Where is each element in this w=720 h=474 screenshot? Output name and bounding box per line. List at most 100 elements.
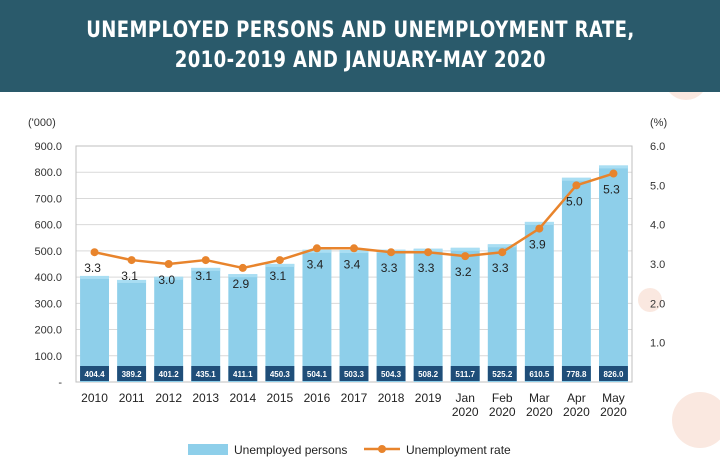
bar	[376, 249, 406, 382]
value-cell	[302, 366, 332, 381]
left-tick-label: -	[58, 377, 62, 389]
value-cell	[265, 366, 295, 381]
rate-value-label: 3.2	[455, 265, 472, 279]
x-tick-label: 2020	[600, 405, 627, 419]
x-tick-label: Mar	[529, 391, 550, 405]
x-tick-label: 2013	[192, 391, 219, 405]
legend: Unemployed persons Unemployment rate	[188, 443, 511, 457]
x-tick-label: 2020	[489, 405, 516, 419]
bar	[413, 248, 443, 382]
bar-top	[487, 244, 517, 248]
legend-line-label: Unemployment rate	[406, 443, 511, 457]
bar-value-label: 508.2	[418, 370, 439, 379]
bar-top	[191, 267, 221, 271]
bar	[265, 263, 295, 382]
rate-value-label: 3.4	[344, 257, 361, 271]
rate-value-label: 2.9	[232, 277, 249, 291]
right-tick-label: 3.0	[650, 259, 665, 271]
legend-bar-swatch	[188, 444, 228, 455]
value-strip: 404.4 389.2 401.2 435.1 411.1 450.3 504.1 503.3…	[80, 366, 628, 381]
x-tick-label: May	[602, 391, 625, 405]
value-cell	[376, 366, 406, 381]
bar	[450, 247, 480, 382]
x-tick-label: 2011	[119, 391, 145, 405]
left-tick-label: 800.0	[34, 167, 62, 179]
left-tick-label: 500.0	[34, 246, 62, 258]
bar-top	[154, 276, 184, 280]
rate-point	[572, 181, 581, 190]
left-tick-label: 900.0	[34, 141, 62, 153]
x-tick-label: 2018	[378, 391, 405, 405]
bar	[117, 279, 147, 382]
left-tick-label: 100.0	[34, 351, 62, 363]
left-axis-unit: ('000)	[28, 117, 56, 129]
bar	[561, 177, 591, 382]
rate-value-label: 3.1	[270, 269, 287, 283]
left-tick-label: 700.0	[34, 193, 62, 205]
rate-value-label: 3.3	[492, 261, 509, 275]
rate-point	[238, 263, 247, 272]
rate-point	[498, 248, 507, 257]
bar-value-label: 401.2	[159, 370, 180, 379]
chart-title: UNEMPLOYED PERSONS AND UNEMPLOYMENT RATE…	[85, 18, 635, 43]
rate-point	[164, 260, 173, 268]
right-axis-unit: (%)	[650, 117, 667, 129]
value-cell	[191, 366, 221, 381]
value-cell	[599, 366, 628, 381]
rate-point	[461, 252, 470, 261]
bar-top	[599, 165, 628, 169]
rate-value-label: 3.3	[418, 261, 435, 275]
rate-point	[424, 248, 433, 257]
value-cell	[80, 366, 109, 381]
bar	[524, 221, 554, 382]
left-tick-label: 300.0	[34, 298, 62, 310]
x-tick-label: Apr	[567, 391, 586, 405]
unemployment-chart: 404.4 389.2 401.2 435.1 411.1 450.3 504.1 503.3…	[28, 117, 667, 457]
bar-value-label: 435.1	[196, 370, 217, 379]
x-tick-label: 2019	[415, 391, 442, 405]
rate-point	[312, 244, 321, 253]
rate-value-label: 3.0	[158, 273, 175, 287]
bar-value-label: 411.1	[233, 370, 253, 379]
x-tick-label: Jan	[456, 391, 475, 405]
value-cell	[413, 366, 443, 381]
rate-value-label: 3.1	[121, 269, 138, 283]
right-tick-label: 1.0	[650, 338, 665, 350]
bars	[80, 165, 628, 382]
x-tick-label: 2014	[229, 391, 256, 405]
bar-value-label: 504.1	[307, 370, 328, 379]
bar-value-label: 404.4	[85, 370, 106, 379]
bar-value-label: 610.5	[529, 370, 550, 379]
bar-value-label: 504.3	[381, 370, 402, 379]
bar-value-label: 389.2	[122, 370, 143, 379]
x-tick-label: 2020	[526, 405, 553, 419]
left-tick-label: 400.0	[34, 272, 62, 284]
left-tick-label: 600.0	[34, 220, 62, 232]
rate-point	[387, 248, 396, 257]
legend-bar-label: Unemployed persons	[234, 443, 347, 457]
bar	[228, 274, 258, 382]
rate-point	[535, 224, 544, 233]
bar-value-label: 503.3	[344, 370, 365, 379]
rate-value-label: 5.0	[566, 194, 583, 208]
rate-point	[201, 256, 210, 265]
value-cell	[450, 366, 480, 381]
x-tick-label: 2020	[452, 405, 479, 419]
bar-top	[561, 177, 591, 181]
bar	[339, 250, 369, 382]
x-tick-label: 2010	[81, 391, 108, 405]
left-tick-label: 200.0	[34, 325, 62, 337]
bar-top	[228, 274, 258, 278]
x-tick-label: Feb	[492, 391, 513, 405]
value-cell	[524, 366, 554, 381]
rate-value-label: 3.1	[195, 269, 212, 283]
right-tick-label: 2.0	[650, 298, 665, 310]
value-cell	[154, 366, 184, 381]
bar-value-label: 525.2	[492, 370, 513, 379]
value-cell	[117, 366, 147, 381]
value-cell	[487, 366, 517, 381]
bar	[154, 276, 184, 382]
rate-value-label: 5.3	[603, 183, 620, 197]
bar	[302, 249, 332, 382]
value-cell	[228, 366, 258, 381]
